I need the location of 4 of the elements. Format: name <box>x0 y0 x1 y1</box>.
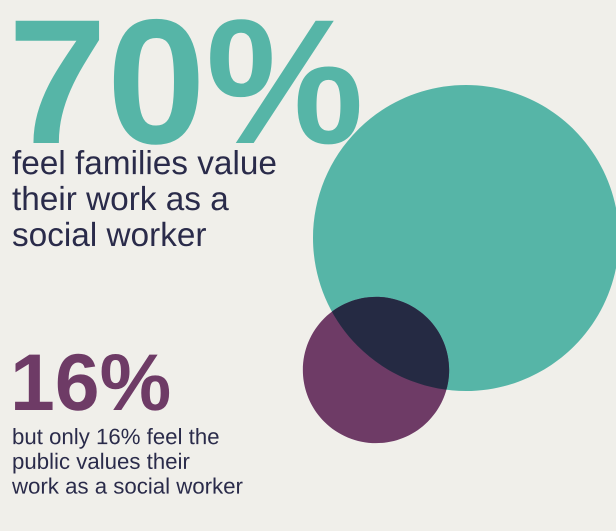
data-label: 16% <box>15 354 170 411</box>
data-label: 70% <box>16 18 360 145</box>
text: but only 16% feel the public values their work as a social worker <box>12 428 243 494</box>
text: feel families value their work as a social worker <box>12 150 276 246</box>
